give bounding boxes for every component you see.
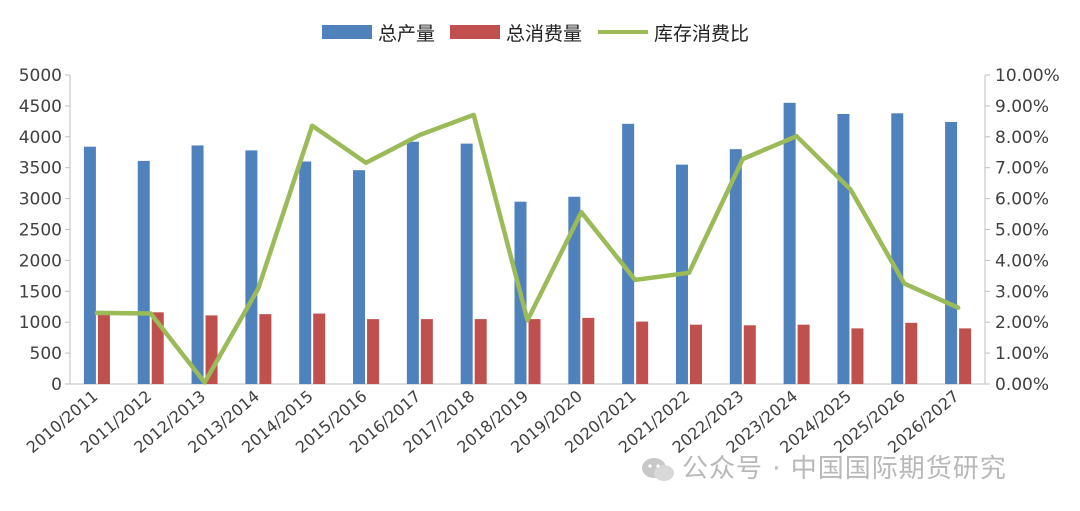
bar-production bbox=[299, 161, 312, 384]
bar-consumption bbox=[151, 312, 164, 384]
plot-area: 0 500 1000 1500 2000 2500 3000 3500 4000 4500 5000… bbox=[19, 66, 1060, 457]
wechat-icon bbox=[642, 457, 674, 481]
y-right-tick-label: 3.00% bbox=[995, 282, 1049, 302]
bar-production bbox=[837, 113, 850, 385]
y-left-tick-label: 500 bbox=[30, 344, 62, 364]
y-left-tick-label: 5000 bbox=[19, 66, 62, 86]
y-right-tick-label: 8.00% bbox=[995, 128, 1049, 148]
y-left-tick-label: 4000 bbox=[19, 128, 62, 148]
y-right-tick-label: 0.00% bbox=[995, 375, 1049, 395]
bar-production bbox=[729, 149, 742, 384]
bar-consumption bbox=[851, 328, 864, 384]
bar-consumption bbox=[636, 321, 649, 384]
bar-consumption bbox=[743, 325, 756, 384]
bar-production bbox=[460, 143, 473, 384]
line-stock-ratio bbox=[94, 112, 961, 385]
bar-consumption bbox=[420, 319, 433, 384]
bar-consumption bbox=[689, 324, 702, 384]
y-right-tick-label: 7.00% bbox=[995, 159, 1049, 179]
y-left-tick-label: 4500 bbox=[19, 97, 62, 117]
legend-label-production: 总产量 bbox=[378, 23, 435, 45]
legend-label-consumption: 总消费量 bbox=[506, 23, 582, 45]
y-right-tick-label: 9.00% bbox=[995, 97, 1049, 117]
bar-production bbox=[83, 146, 96, 384]
bar-production bbox=[945, 121, 958, 384]
bar-consumption bbox=[474, 319, 487, 384]
bar-consumption bbox=[367, 319, 380, 384]
bar-production bbox=[191, 145, 204, 384]
bar-consumption bbox=[797, 324, 810, 384]
bar-consumption bbox=[259, 314, 272, 384]
bar-consumption bbox=[582, 317, 595, 384]
bar-consumption bbox=[313, 313, 326, 384]
watermark: 公众号 · 中国国际期货研究 bbox=[640, 448, 1007, 485]
bar-production bbox=[406, 141, 419, 384]
y-right-tick-label: 6.00% bbox=[995, 190, 1049, 210]
bar-production bbox=[891, 113, 904, 384]
y-left-tick-label: 2500 bbox=[19, 221, 62, 241]
legend-swatch-production bbox=[322, 25, 372, 39]
y-right-tick-label: 10.00% bbox=[995, 66, 1060, 86]
legend: 总产量 总消费量 库存消费比 bbox=[322, 23, 749, 45]
y-right-tick-label: 2.00% bbox=[995, 313, 1049, 333]
legend-swatch-consumption bbox=[450, 25, 500, 39]
watermark-text: 公众号 · 中国国际期货研究 bbox=[682, 454, 1007, 484]
bar-production bbox=[137, 160, 150, 384]
y-left-tick-label: 0 bbox=[51, 375, 62, 395]
bar-production bbox=[622, 123, 635, 385]
bar-consumption bbox=[905, 322, 918, 384]
bar-production bbox=[783, 102, 796, 384]
y-left-tick-label: 3500 bbox=[19, 159, 62, 179]
y-right-tick-label: 4.00% bbox=[995, 251, 1049, 271]
legend-label-stock-ratio: 库存消费比 bbox=[654, 23, 749, 45]
bar-consumption bbox=[97, 314, 110, 384]
y-left-tick-label: 1500 bbox=[19, 282, 62, 302]
y-left-tick-label: 1000 bbox=[19, 313, 62, 333]
y-right-tick-label: 5.00% bbox=[995, 221, 1049, 241]
bar-consumption bbox=[528, 319, 541, 384]
y-right-tick-label: 1.00% bbox=[995, 344, 1049, 364]
bar-production bbox=[245, 150, 258, 384]
y-left-tick-label: 3000 bbox=[19, 190, 62, 210]
bar-production bbox=[353, 170, 366, 384]
bar-production bbox=[568, 196, 581, 384]
y-left-tick-label: 2000 bbox=[19, 251, 62, 271]
bar-consumption bbox=[959, 328, 972, 384]
